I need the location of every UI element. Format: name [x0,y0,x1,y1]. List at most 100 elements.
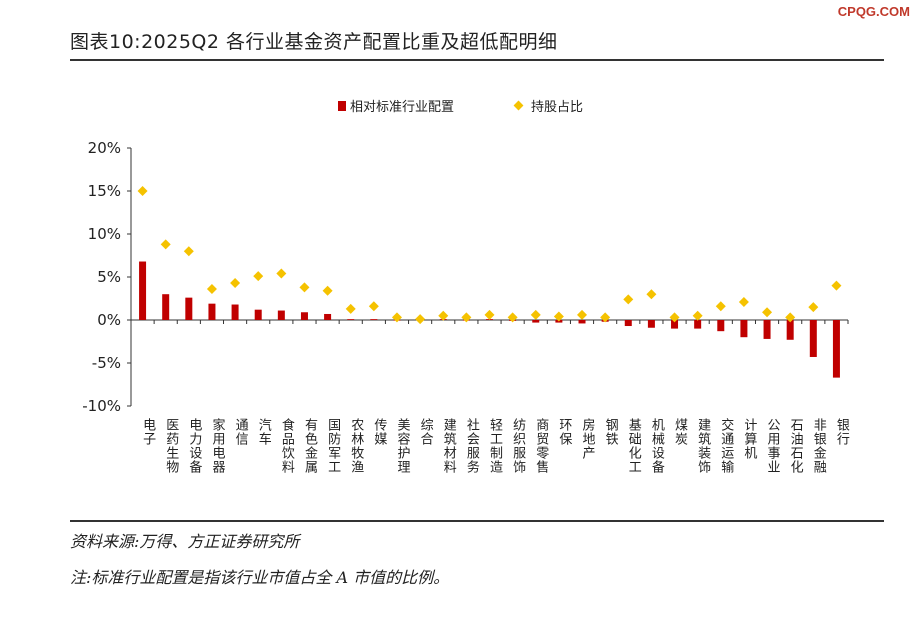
bar [740,320,748,338]
x-tick-label: 通信 [233,418,249,446]
x-tick-label: 房地产 [580,417,596,460]
x-tick-label: 食品饮料 [279,417,295,474]
x-tick-label: 非银金融 [811,418,827,474]
marker [530,309,541,320]
bar [370,319,378,320]
bar [185,297,193,320]
markers [137,186,842,325]
marker [623,294,634,305]
marker [276,268,287,279]
x-tick-label: 国防军工 [325,418,341,474]
x-tick-label: 传媒 [371,418,387,446]
marker [183,246,194,257]
x-tick-label: 环保 [556,418,572,446]
x-tick-label: 汽车 [256,418,272,446]
x-tick-label: 银行 [834,418,850,446]
bar [208,303,216,320]
bar [717,320,725,332]
bottom-rule [70,520,884,522]
bar [139,261,147,320]
x-tick-label: 农林牧渔 [348,418,364,474]
marker [368,301,379,312]
bar [324,313,332,320]
bar [277,310,285,320]
marker [762,307,773,318]
marker [785,312,796,323]
figure-title: 图表10:2025Q2 各行业基金资产配置比重及超低配明细 [70,31,558,53]
marker [553,311,564,322]
marker [345,303,356,314]
marker [715,301,726,312]
note-text: 注:标准行业配置是指该行业市值占全 A 市值的比例。 [70,568,450,587]
x-tick-label: 有色金属 [302,418,318,474]
x-tick-label: 社会服务 [464,417,480,474]
y-tick-label: -5% [92,354,121,372]
marker [415,314,426,325]
x-tick-label: 纺织服饰 [510,418,526,474]
bar [809,320,817,357]
marker [669,312,680,323]
marker [692,310,703,321]
marker [831,280,842,291]
x-tick-label: 电子 [140,418,156,446]
x-tick-label: 石油石化 [788,418,804,474]
legend-marker-swatch [513,100,524,111]
y-tick-label: 0% [97,311,121,329]
marker [391,312,402,323]
top-rule [70,59,884,61]
bar [532,320,540,323]
y-tick-labels: 20% 15% 10% 5% 0% -5% -10% [82,139,121,415]
x-tick-label: 机械设备 [649,418,665,474]
marker [230,278,241,289]
x-tick-label: 电力设备 [186,418,202,474]
x-tick-label: 美容护理 [394,418,410,474]
x-tick-label: 轻工制造 [487,418,503,474]
marker [484,309,495,320]
marker [160,239,171,250]
bar [300,312,308,320]
marker [507,312,518,323]
x-tick-label: 交通运输 [718,417,734,474]
x-tick-label: 家用电器 [209,417,225,474]
bar [624,320,632,327]
legend-bar-label: 相对标准行业配置 [350,100,454,115]
bar [578,320,586,324]
y-tick-label: 15% [88,182,121,200]
y-tick-label: 5% [97,268,121,286]
x-tick-label: 公用事业 [765,418,781,474]
axes [127,147,849,407]
watermark: CPQG.COM [837,4,910,19]
marker [738,296,749,307]
marker [253,271,264,282]
bar [231,304,239,320]
bar [671,320,679,329]
marker [577,309,588,320]
marker [299,282,310,293]
x-tick-label: 建筑材料 [441,418,457,474]
bar [647,320,655,328]
x-tick-label: 钢铁 [603,418,619,446]
bars [139,261,840,378]
marker [322,285,333,296]
x-tick-label: 计算机 [741,418,757,460]
x-tick-labels: 电子 医药生物 电力设备 家用电器 通信 汽车 食品饮料 有色金属 国防军工 农林牧渔 传媒 美容护理… [140,417,849,474]
bar [763,320,771,339]
x-tick-label: 医药生物 [163,418,179,474]
y-tick-label: 20% [88,139,121,157]
legend: 相对标准行业配置 持股占比 [338,100,583,115]
marker [461,312,472,323]
y-tick-label: -10% [82,397,121,415]
legend-marker-label: 持股占比 [531,100,583,115]
bar [254,309,262,320]
marker [600,312,611,323]
bar [347,319,355,320]
bar [832,320,840,378]
marker [808,302,819,313]
y-tick-label: 10% [88,225,121,243]
bar [162,294,170,320]
x-tick-label: 综合 [418,418,434,446]
bar [694,320,702,329]
marker [206,284,217,295]
legend-bar-swatch [338,101,346,111]
